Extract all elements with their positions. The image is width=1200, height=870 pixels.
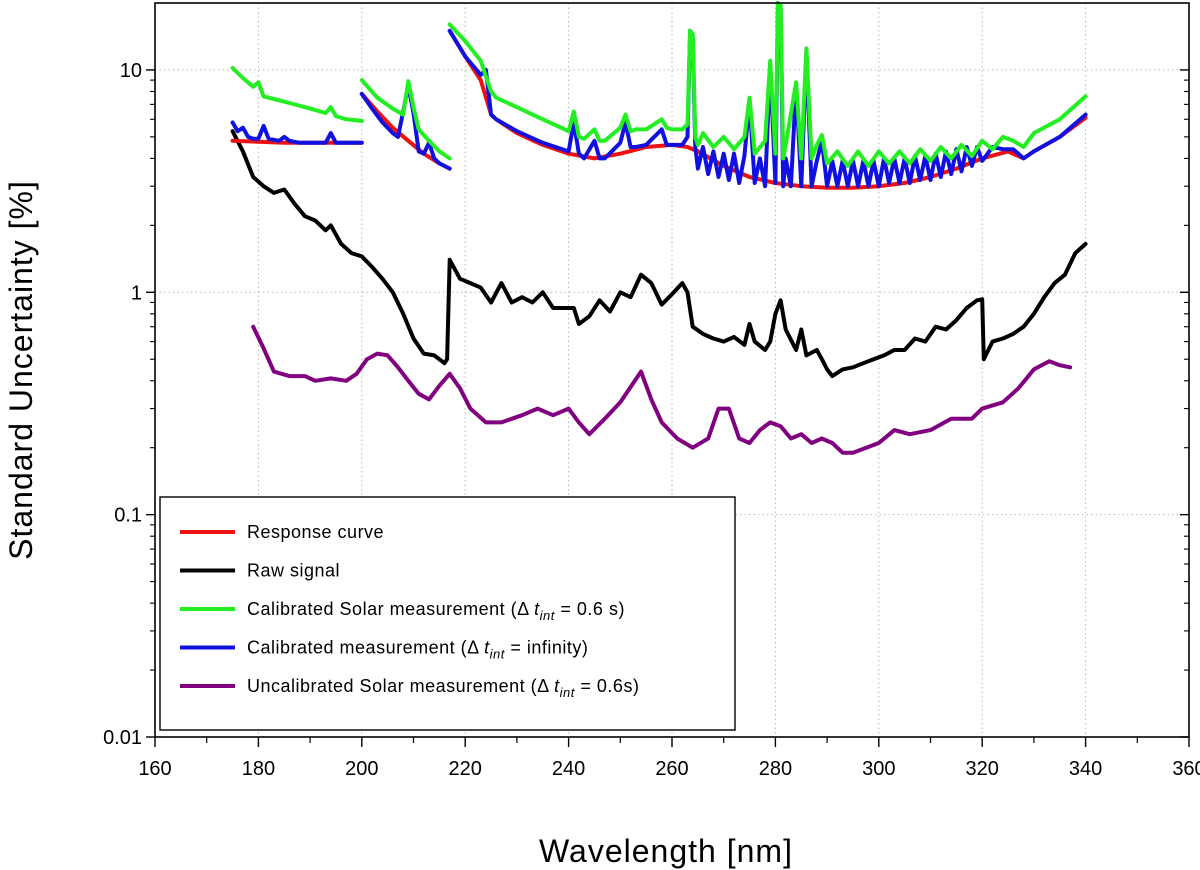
x-tick-label: 200 xyxy=(345,758,378,780)
y-tick-label: 1 xyxy=(131,282,142,304)
legend: Response curve Raw signal Calibrated Solar… xyxy=(159,496,736,731)
legend-label: Response curve xyxy=(247,522,384,542)
legend-label: Calibrated Solar measurement (Δ tint = 0… xyxy=(247,599,625,623)
series-uncalibrated-solar-measurement xyxy=(251,324,1073,455)
series-raw-signal xyxy=(230,129,1088,379)
series-line-segment xyxy=(230,66,364,123)
x-tick-label: 360 xyxy=(1172,758,1200,780)
legend-box xyxy=(159,496,736,731)
x-tick-labels: 160 180 200 220 240 260 280 300 320 340 360 xyxy=(138,758,1200,780)
x-tick-label: 220 xyxy=(449,758,482,780)
series-line-segment xyxy=(230,129,1088,379)
x-tick-label: 300 xyxy=(862,758,895,780)
x-tick-label: 260 xyxy=(655,758,688,780)
x-tick-label: 160 xyxy=(138,758,171,780)
y-tick-label: 0.1 xyxy=(114,505,142,527)
series-line-segment xyxy=(251,324,1073,455)
legend-label: Calibrated measurement (Δ tint = infinit… xyxy=(247,638,588,662)
series-line-segment xyxy=(359,78,452,161)
x-tick-label: 240 xyxy=(552,758,585,780)
x-axis-title: Wavelength [nm] xyxy=(539,833,793,869)
legend-label: Uncalibrated Solar measurement (Δ tint =… xyxy=(247,676,639,700)
legend-label: Raw signal xyxy=(247,561,340,581)
series-calibrated-solar-measurement xyxy=(230,1,1088,168)
series-line-segment xyxy=(447,1,1088,168)
x-tick-label: 320 xyxy=(966,758,999,780)
x-tick-label: 180 xyxy=(242,758,275,780)
y-tick-label: 0.01 xyxy=(103,727,142,749)
x-tick-label: 280 xyxy=(759,758,792,780)
series-line-segment xyxy=(230,120,364,145)
plot-lines xyxy=(230,1,1088,455)
series-line-segment xyxy=(447,1,1088,189)
y-tick-label: 10 xyxy=(120,60,142,82)
series-response-curve xyxy=(230,28,1088,190)
series-calibrated-measurement xyxy=(230,1,1088,189)
x-tick-label: 340 xyxy=(1069,758,1102,780)
major-ticks xyxy=(146,69,1190,747)
minor-ticks xyxy=(150,79,1189,743)
y-axis-title: Standard Uncertainty [%] xyxy=(3,180,39,560)
y-tick-labels: 0.01 0.1 1 10 xyxy=(103,60,142,749)
